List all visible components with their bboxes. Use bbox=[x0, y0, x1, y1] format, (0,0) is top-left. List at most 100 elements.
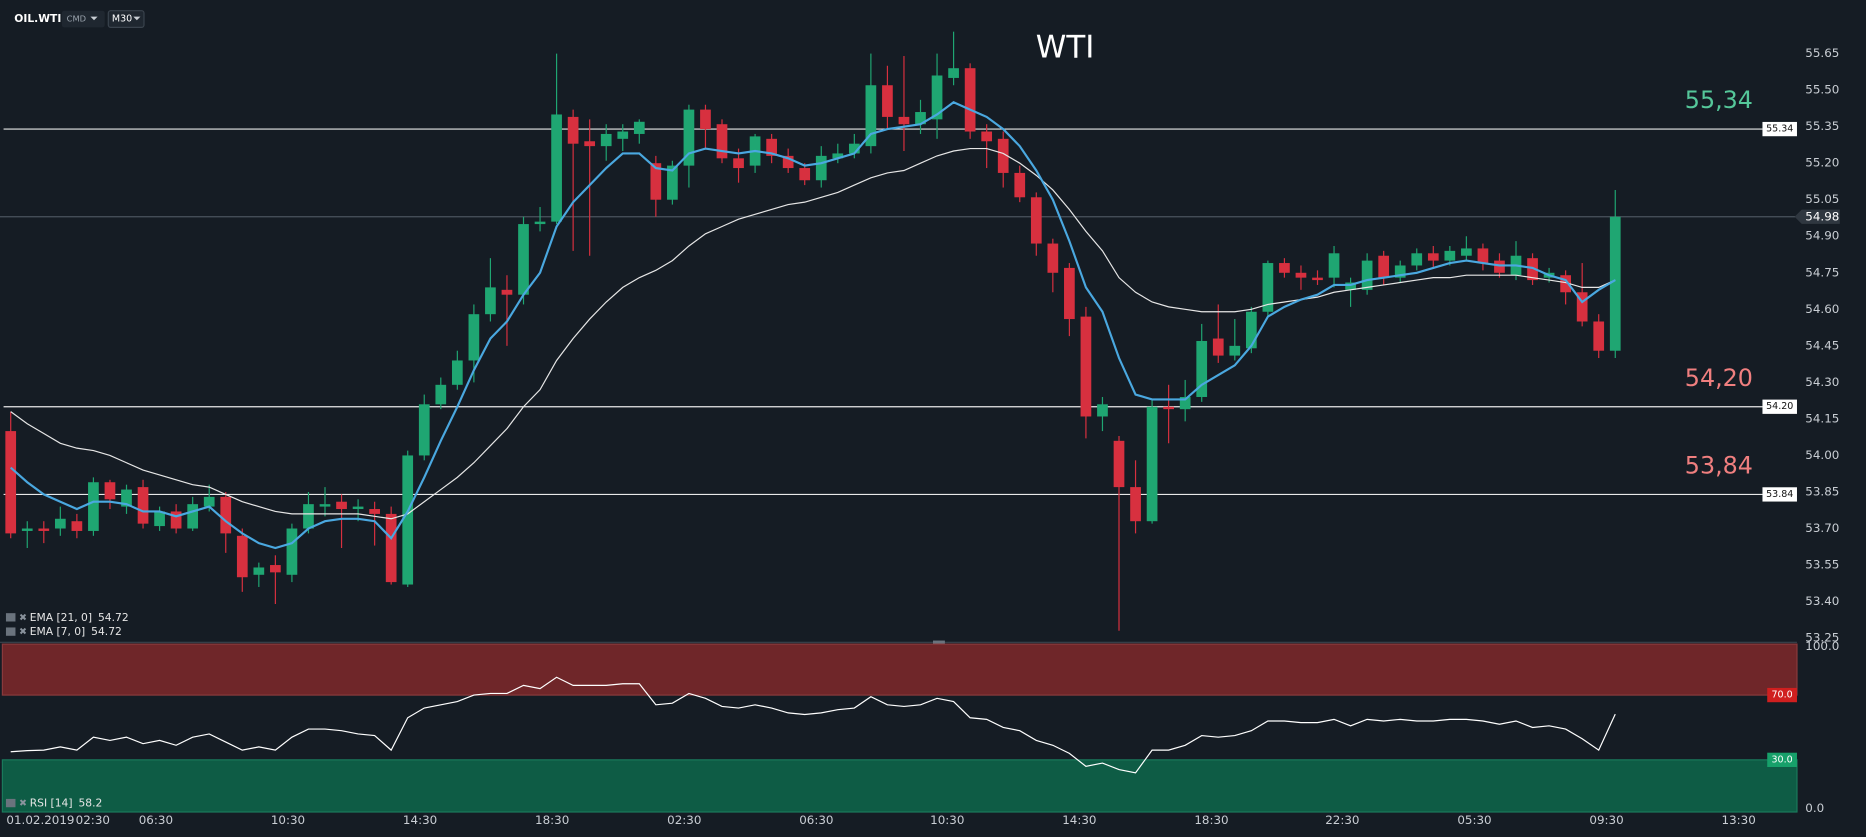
candle-body bbox=[1130, 487, 1141, 522]
candle-body bbox=[485, 287, 496, 315]
timeframe-box[interactable] bbox=[107, 10, 145, 28]
candle-body bbox=[1312, 277, 1323, 281]
legend-name: EMA [21, 0] bbox=[30, 611, 92, 624]
level-label: 55,34 bbox=[1685, 86, 1753, 114]
oversold-zone bbox=[1, 759, 1798, 813]
level-tag-bg bbox=[1762, 121, 1797, 137]
candle-body bbox=[733, 158, 744, 169]
candle-body bbox=[38, 528, 50, 531]
candle-body bbox=[1411, 253, 1423, 266]
x-tick-label: 10:30 bbox=[271, 813, 305, 827]
level-label: 54,20 bbox=[1685, 364, 1753, 392]
x-tick-label: 18:30 bbox=[535, 813, 569, 827]
candle-body bbox=[898, 116, 910, 125]
candle-body bbox=[1593, 321, 1605, 351]
candle-body bbox=[236, 535, 248, 578]
y-tick-label: 54.90 bbox=[1805, 229, 1839, 243]
candle-body bbox=[799, 168, 811, 181]
candle-body bbox=[1080, 316, 1092, 417]
candle-body bbox=[1279, 263, 1290, 273]
candle-body bbox=[1394, 265, 1406, 278]
x-tick-label: 13:30 bbox=[1722, 813, 1756, 827]
candle-body bbox=[336, 501, 347, 510]
y-tick-label: 55.35 bbox=[1805, 119, 1839, 133]
candle-body bbox=[848, 143, 860, 154]
x-tick-label: 14:30 bbox=[403, 813, 437, 827]
symbol[interactable]: OIL.WTI bbox=[14, 12, 61, 25]
y-tick-label: 55.65 bbox=[1805, 46, 1839, 60]
candle-body bbox=[21, 528, 33, 531]
candle-body bbox=[997, 138, 1009, 173]
legend-name: RSI [14] bbox=[30, 797, 73, 810]
candle-body bbox=[633, 121, 645, 134]
y-tick-label: 55.50 bbox=[1805, 83, 1839, 97]
candle-body bbox=[402, 455, 414, 585]
candle-body bbox=[948, 68, 959, 78]
candle-body bbox=[551, 114, 562, 222]
chart-title: WTI bbox=[1036, 29, 1095, 65]
candle-body bbox=[1245, 311, 1257, 349]
candle-body bbox=[1444, 250, 1456, 261]
candle-body bbox=[220, 496, 232, 534]
y-tick-label: 53.85 bbox=[1805, 484, 1839, 498]
candle-body bbox=[270, 565, 281, 573]
legend-icon bbox=[5, 798, 16, 808]
level-tag-bg bbox=[1762, 487, 1797, 502]
candle-body bbox=[1212, 338, 1224, 356]
candle-body bbox=[1560, 275, 1571, 293]
candle-body bbox=[1295, 272, 1307, 278]
candle-body bbox=[683, 109, 695, 166]
candle-body bbox=[253, 567, 265, 575]
legend-value: 54.72 bbox=[91, 625, 122, 638]
candle-body bbox=[418, 404, 430, 456]
candle-body bbox=[1494, 260, 1505, 273]
ema-line bbox=[10, 147, 1616, 520]
candle-body bbox=[435, 384, 447, 405]
candle-body bbox=[1030, 197, 1042, 244]
candle-body bbox=[154, 511, 165, 527]
candle-body bbox=[518, 224, 529, 295]
x-tick-label: 18:30 bbox=[1194, 813, 1228, 827]
candle-body bbox=[1427, 253, 1439, 261]
y-tick-label: 55.05 bbox=[1805, 192, 1839, 206]
y-tick-label: 54.15 bbox=[1805, 411, 1839, 425]
candle-body bbox=[385, 513, 397, 583]
market-box[interactable] bbox=[61, 10, 105, 28]
candle-body bbox=[1345, 282, 1356, 290]
rsi-line bbox=[10, 676, 1616, 774]
candle-body bbox=[286, 528, 298, 575]
candle-body bbox=[203, 496, 215, 507]
legend-icon-x: ✖ bbox=[19, 612, 27, 623]
candle-body bbox=[1361, 260, 1373, 290]
x-tick-label: 06:30 bbox=[139, 813, 173, 827]
candle-body bbox=[1064, 267, 1075, 320]
y-tick-label: 53.55 bbox=[1805, 558, 1839, 572]
candle-body bbox=[1163, 406, 1174, 410]
candle-body bbox=[88, 482, 99, 531]
y-tick-box bbox=[1767, 752, 1797, 767]
timeframe[interactable]: M30 bbox=[112, 14, 132, 25]
candle-body bbox=[369, 509, 380, 514]
candle-body bbox=[1527, 258, 1538, 281]
y-tick-label: 54.30 bbox=[1805, 375, 1839, 389]
candle-body bbox=[104, 482, 116, 500]
x-tick-label: 05:30 bbox=[1457, 813, 1491, 827]
y-tick-label: 53.40 bbox=[1805, 594, 1839, 608]
pane-handle[interactable] bbox=[933, 640, 945, 645]
x-tick-label: 09:30 bbox=[1589, 813, 1623, 827]
candle-body bbox=[650, 163, 662, 200]
candle-body bbox=[584, 141, 596, 147]
market[interactable]: CMD bbox=[67, 14, 86, 24]
candle-body bbox=[766, 138, 777, 156]
candle-body bbox=[1609, 216, 1621, 351]
level-tag: 53.84 bbox=[1766, 489, 1793, 500]
candle-body bbox=[567, 116, 579, 144]
candle-body bbox=[617, 131, 629, 139]
y-tick-label: 54.45 bbox=[1805, 338, 1839, 352]
candle-body bbox=[882, 85, 893, 117]
candle-body bbox=[1196, 340, 1208, 397]
candle-body bbox=[815, 155, 827, 181]
